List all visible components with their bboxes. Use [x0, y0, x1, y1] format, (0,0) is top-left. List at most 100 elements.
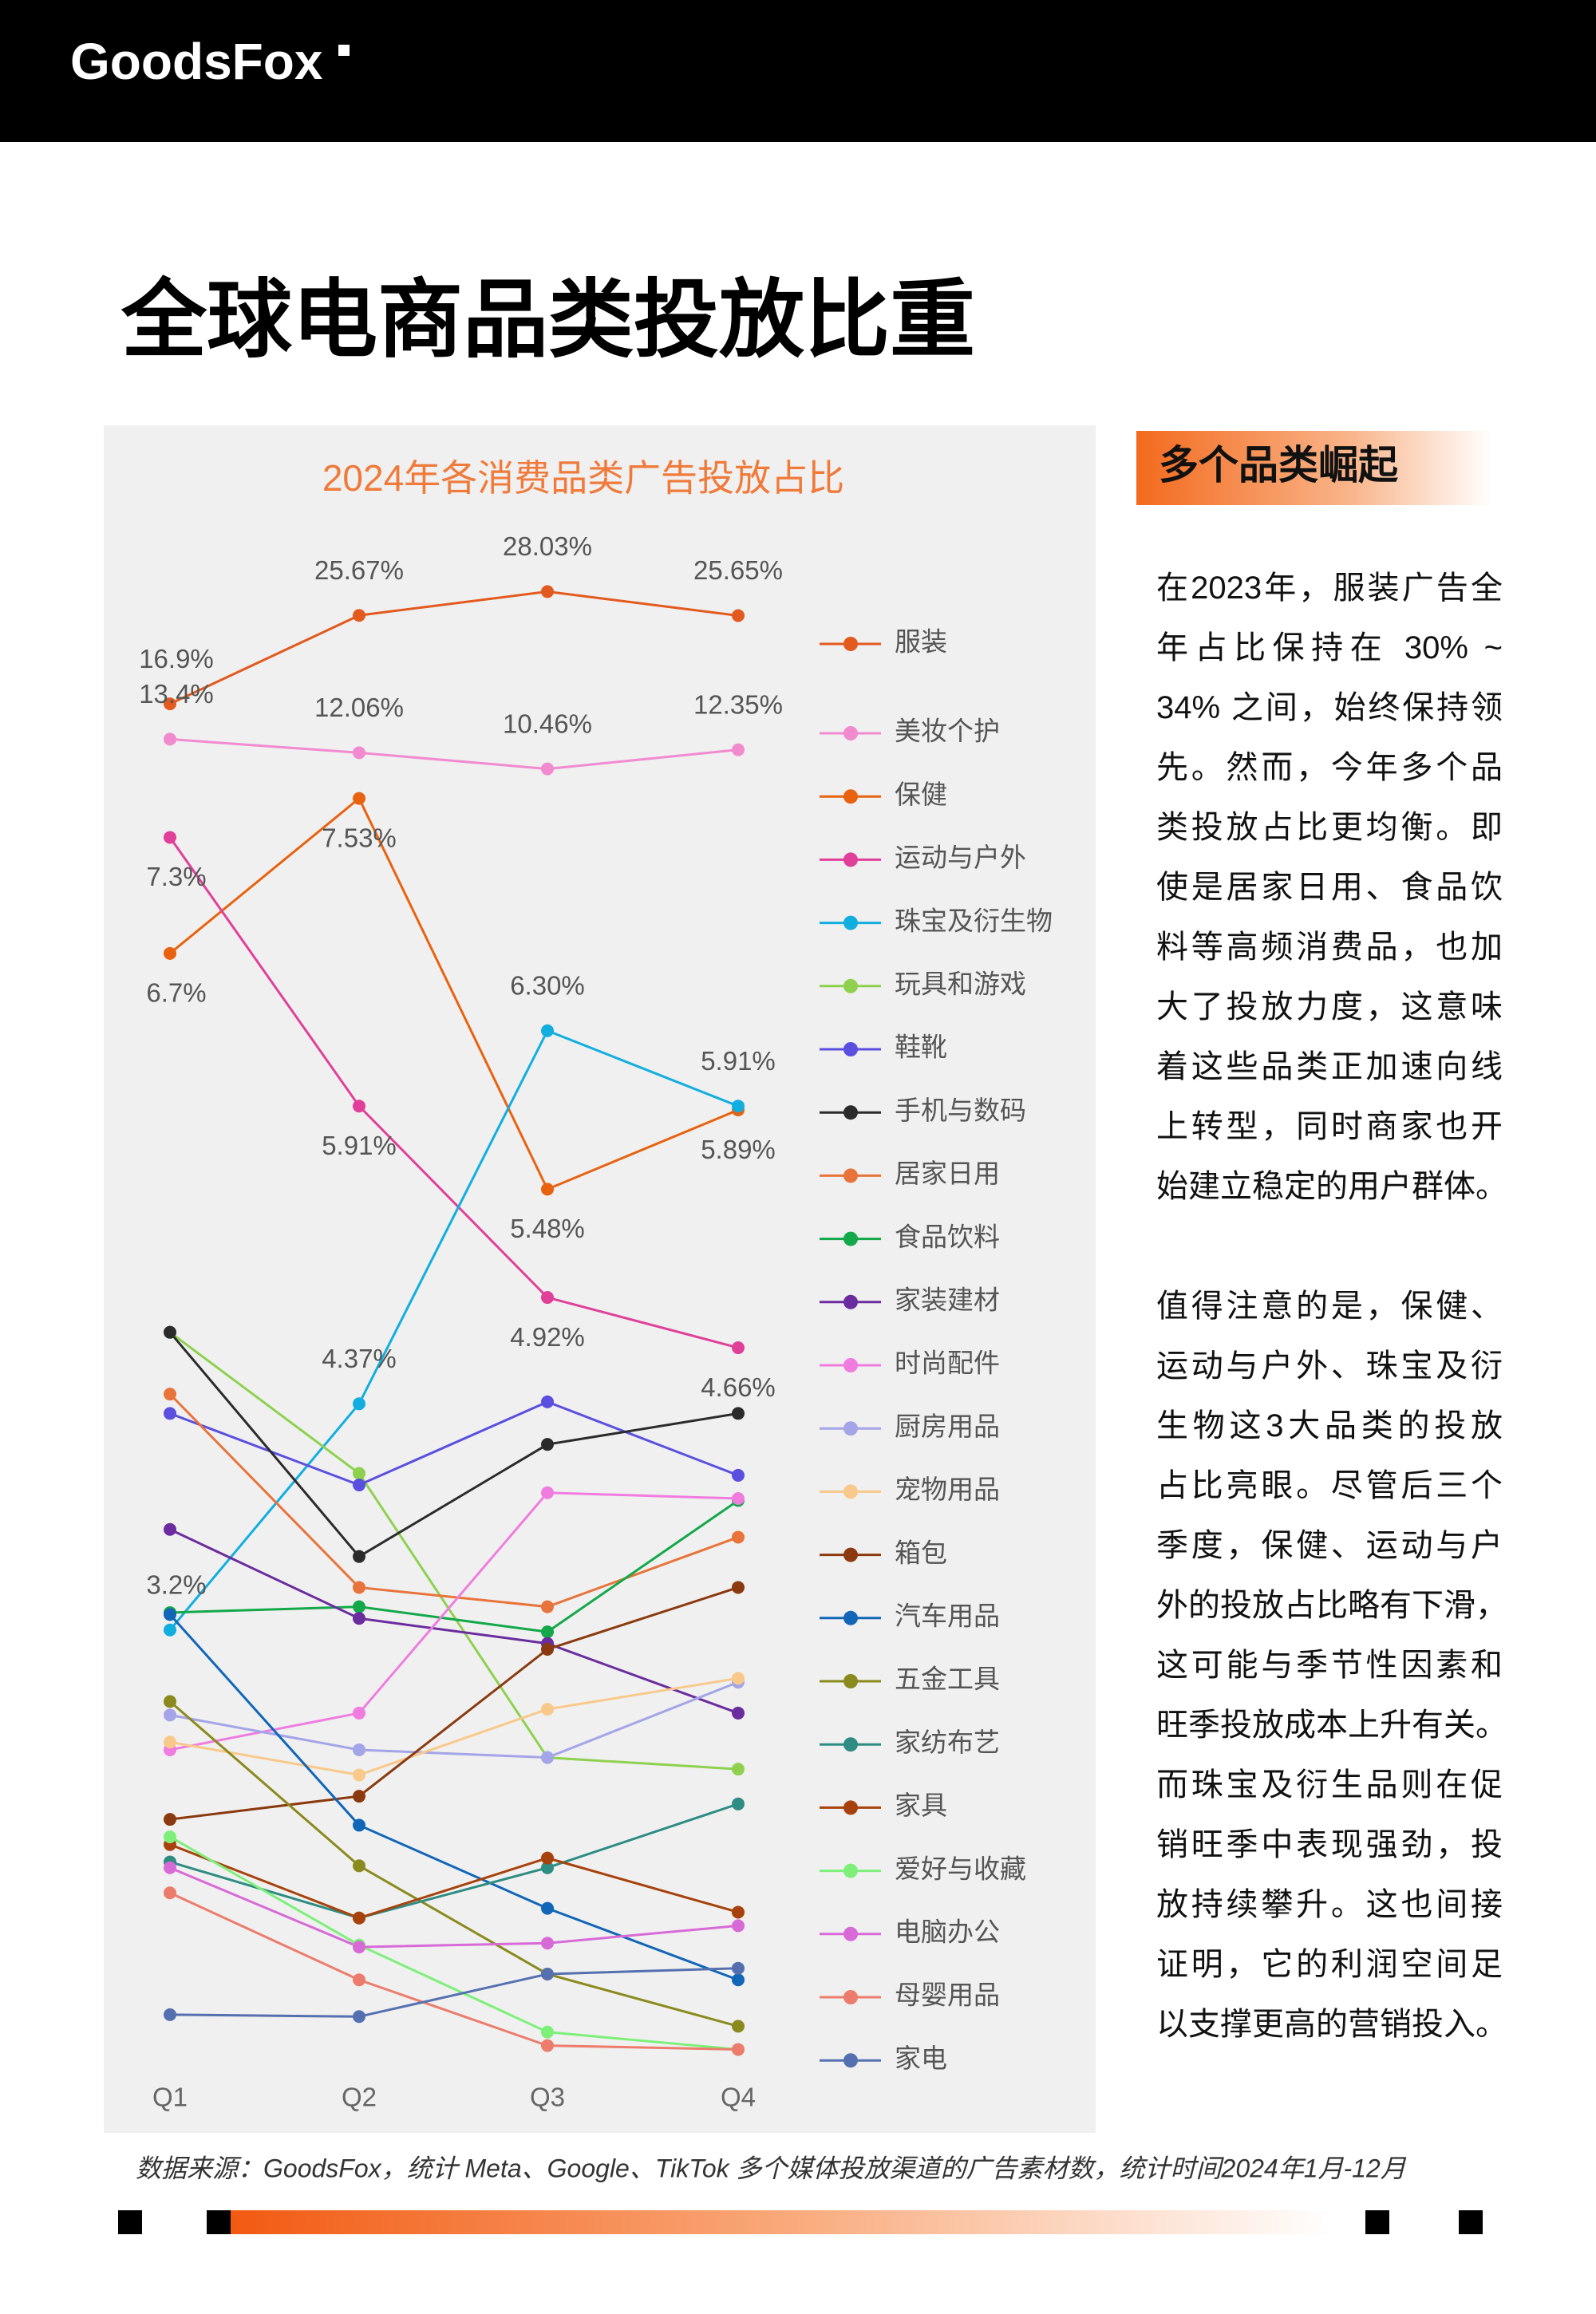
- data-point: [541, 1861, 554, 1874]
- legend-label: 服装: [895, 627, 947, 657]
- data-point: [353, 1790, 365, 1803]
- logo-dot: [338, 45, 350, 56]
- series-line: [169, 1967, 739, 2018]
- data-label: 4.66%: [701, 1372, 776, 1402]
- deco-square: [1365, 2210, 1389, 2234]
- text-line: 料等高频消费品，也加: [1156, 930, 1503, 965]
- legend-marker: [843, 2053, 858, 2068]
- data-point: [732, 1341, 745, 1355]
- x-tick-label: Q4: [721, 2083, 756, 2112]
- data-point: [732, 1100, 745, 1113]
- data-label: 10.46%: [503, 709, 592, 738]
- data-point: [353, 609, 365, 622]
- data-point: [541, 1642, 554, 1656]
- text-line: 34% 之间，始终保持领: [1156, 690, 1503, 725]
- text-line: 先。然而，今年多个品: [1156, 750, 1503, 785]
- data-label: 3.2%: [146, 1570, 206, 1599]
- text-line: 旺季投放成本上升有关。: [1156, 1708, 1507, 1743]
- data-point: [164, 1736, 176, 1749]
- legend-label: 爱好与收藏: [895, 1854, 1026, 1883]
- data-point: [732, 1973, 745, 1987]
- data-label: 5.48%: [510, 1214, 585, 1243]
- data-point: [732, 2020, 745, 2033]
- data-label: 25.67%: [314, 555, 404, 585]
- text-line: 着这些品类正加速向线: [1156, 1049, 1503, 1084]
- data-point: [353, 1743, 365, 1756]
- data-point: [353, 1859, 365, 1873]
- data-point: [164, 946, 176, 960]
- chart-title: 2024年各消费品类广告投放占比: [322, 457, 844, 499]
- data-label: 28.03%: [503, 531, 592, 561]
- header-bar: [0, 0, 1596, 142]
- data-point: [164, 831, 176, 844]
- legend-label: 宠物用品: [895, 1475, 1000, 1504]
- data-point: [164, 1830, 176, 1843]
- legend-marker: [843, 637, 858, 651]
- legend-label: 汽车用品: [895, 1601, 1000, 1631]
- legend-label: 居家日用: [895, 1159, 1000, 1188]
- data-point: [353, 1941, 365, 1954]
- data-point: [541, 2025, 554, 2039]
- data-point: [353, 1397, 365, 1411]
- legend-marker: [843, 1105, 858, 1120]
- legend-marker: [843, 1484, 858, 1499]
- legend-marker: [843, 1358, 858, 1372]
- deco-bar: [231, 2210, 1332, 2234]
- text-line: 证明，它的利润空间足: [1156, 1947, 1503, 1982]
- text-line: 以支撑更高的营销投入。: [1156, 2007, 1507, 2042]
- data-label: 6.30%: [510, 970, 585, 1000]
- data-point: [164, 1325, 176, 1339]
- data-point: [732, 609, 745, 622]
- deco-square: [118, 2210, 142, 2234]
- data-point: [541, 1703, 554, 1716]
- series-line: [169, 1700, 739, 2028]
- legend-label: 家纺布艺: [895, 1728, 1000, 1757]
- series-line: [168, 1393, 739, 1609]
- legend-label: 珠宝及衍生物: [895, 906, 1053, 935]
- data-point: [164, 1608, 176, 1621]
- legend-marker: [843, 1990, 858, 2004]
- data-point: [541, 1625, 554, 1639]
- data-label: 5.91%: [701, 1046, 776, 1076]
- legend-marker: [843, 789, 858, 804]
- data-point: [164, 1886, 176, 1900]
- data-point: [732, 1961, 745, 1975]
- legend-label: 运动与户外: [895, 843, 1026, 872]
- data-label: 5.89%: [701, 1135, 776, 1164]
- legend-marker: [843, 1674, 858, 1688]
- data-point: [164, 697, 176, 711]
- data-point: [732, 1468, 745, 1482]
- legend-marker: [843, 1737, 858, 1752]
- deco-square: [207, 2210, 231, 2234]
- text-line: 年占比保持在 30% ~: [1156, 630, 1503, 665]
- legend-label: 箱包: [895, 1538, 947, 1567]
- x-tick-label: Q3: [530, 2083, 565, 2112]
- data-point: [541, 1937, 554, 1950]
- series-line: [168, 1613, 739, 1981]
- series-line: [169, 590, 739, 705]
- data-point: [541, 1901, 554, 1915]
- text-line: 而珠宝及衍生品则在促: [1156, 1767, 1503, 1803]
- legend-marker: [843, 1926, 858, 1941]
- page-title: 全球电商品类投放比重: [120, 271, 975, 367]
- legend-marker: [843, 1231, 858, 1246]
- data-point: [732, 1706, 745, 1720]
- data-point: [732, 1581, 745, 1594]
- legend-label: 厨房用品: [895, 1412, 1000, 1441]
- source-note: 数据来源：GoodsFox，统计 Meta、Google、TikTok 多个媒体…: [136, 2154, 1407, 2182]
- legend-label: 美妆个护: [895, 717, 1000, 746]
- legend-label: 家电: [895, 2044, 947, 2073]
- data-point: [353, 746, 365, 760]
- data-label: 12.35%: [693, 689, 783, 719]
- data-point: [732, 1919, 745, 1933]
- series-line: [169, 737, 739, 771]
- legend-label: 玩具和游戏: [895, 969, 1026, 999]
- data-point: [353, 1467, 365, 1480]
- data-label: 7.53%: [322, 823, 397, 852]
- legend-marker: [843, 1294, 858, 1309]
- legend-marker: [843, 1547, 858, 1562]
- legend-label: 鞋靴: [895, 1033, 947, 1062]
- data-point: [732, 1492, 745, 1506]
- data-point: [353, 2010, 365, 2024]
- text-line: 上转型，同时商家也开: [1156, 1109, 1503, 1144]
